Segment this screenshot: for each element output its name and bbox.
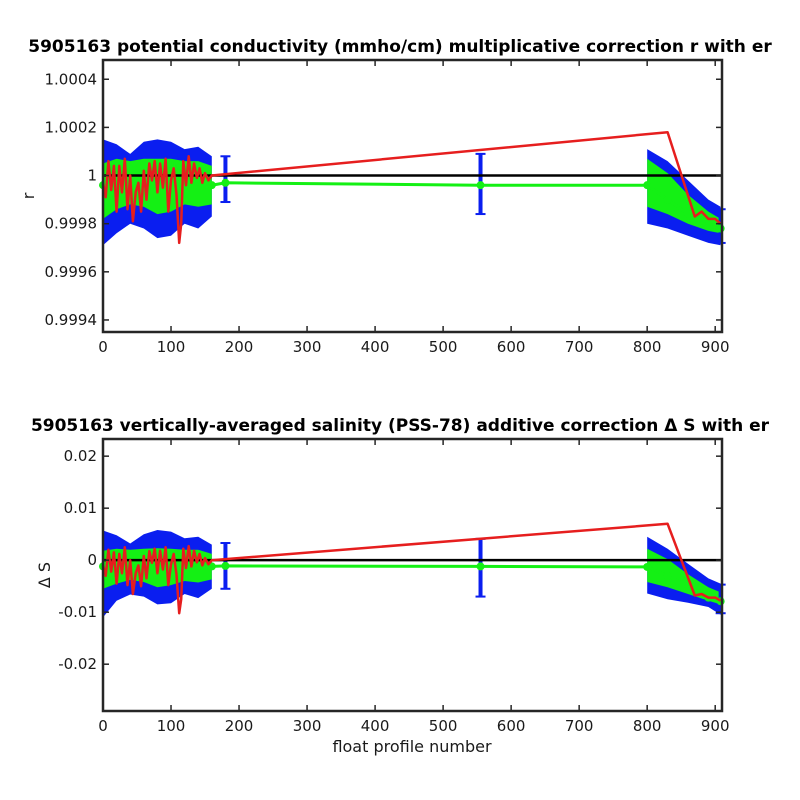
fit-point: [663, 195, 672, 204]
x-tick-label: 200: [225, 717, 254, 735]
y-tick-label: 0.9994: [45, 311, 98, 329]
y-tick-label: 1.0004: [45, 70, 98, 88]
fit-point: [643, 562, 652, 571]
y-tick-label: 0.02: [64, 447, 97, 465]
x-tick-label: 700: [565, 338, 594, 356]
x-tick-label: 400: [361, 338, 390, 356]
chart-title-bottom: 5905163 vertically-averaged salinity (PS…: [31, 416, 770, 436]
fit-point: [683, 210, 692, 219]
x-axis-label-bottom: float profile number: [332, 737, 492, 756]
fit-point: [221, 561, 230, 570]
y-tick-label: -0.01: [58, 603, 97, 621]
x-tick-label: 400: [361, 717, 390, 735]
x-tick-label: 600: [497, 717, 526, 735]
y-tick-label: 1: [87, 167, 97, 185]
y-tick-label: 0.9998: [45, 215, 98, 233]
axes-box-top: [101, 58, 724, 334]
axes-box-bottom: [101, 437, 724, 713]
y-axis-label-bottom: Δ S: [35, 562, 54, 588]
plot-area-bottom: [99, 522, 726, 618]
inner-error-band-late: [647, 548, 721, 605]
x-tick-label: 800: [633, 338, 662, 356]
y-tick-label: -0.02: [58, 655, 97, 673]
x-tick-label: 300: [293, 717, 322, 735]
panel-salinity-correction: 5905163 vertically-averaged salinity (PS…: [31, 416, 770, 756]
x-tick-label: 800: [633, 717, 662, 735]
axes-bottom: 0 100 200 300 400 500 600 700 800 900 -0.02 -0.01 0 0…: [58, 439, 730, 735]
x-tick-label: 300: [293, 338, 322, 356]
fit-point: [221, 178, 230, 187]
x-tick-label: 0: [98, 717, 108, 735]
inner-error-band-late: [647, 158, 721, 234]
x-tick-label: 0: [98, 338, 108, 356]
fit-point: [194, 562, 203, 571]
y-tick-label: 0: [87, 551, 97, 569]
fit-point: [643, 181, 652, 190]
y-tick-label: 1.0002: [45, 118, 98, 136]
x-tick-label: 500: [429, 717, 458, 735]
x-tick-label: 500: [429, 338, 458, 356]
x-tick-label: 700: [565, 717, 594, 735]
fit-point: [704, 222, 713, 231]
fit-point: [194, 181, 203, 190]
y-tick-label: 0.01: [64, 499, 97, 517]
plot-area-top: [99, 130, 726, 246]
chart-title-top: 5905163 potential conductivity (mmho/cm)…: [28, 37, 772, 57]
y-tick-label: 0.9996: [45, 263, 98, 281]
x-tick-label: 200: [225, 338, 254, 356]
axes-top: 0 100 200 300 400 500 600 700 800 900 0.9994 0.9996…: [45, 60, 730, 356]
x-tick-label: 100: [157, 338, 186, 356]
raw-correction-line: [101, 130, 722, 245]
x-tick-label: 600: [497, 338, 526, 356]
raw-correction-line: [101, 522, 722, 615]
fit-point: [663, 571, 672, 580]
fit-point: [716, 224, 725, 233]
x-tick-label: 900: [701, 338, 730, 356]
fit-point: [207, 181, 216, 190]
fit-point: [476, 181, 485, 190]
x-tick-label: 900: [701, 717, 730, 735]
y-axis-label-top: r: [19, 192, 38, 199]
fit-point: [476, 562, 485, 571]
panel-conductivity-correction: 5905163 potential conductivity (mmho/cm)…: [19, 37, 772, 356]
x-tick-label: 100: [157, 717, 186, 735]
